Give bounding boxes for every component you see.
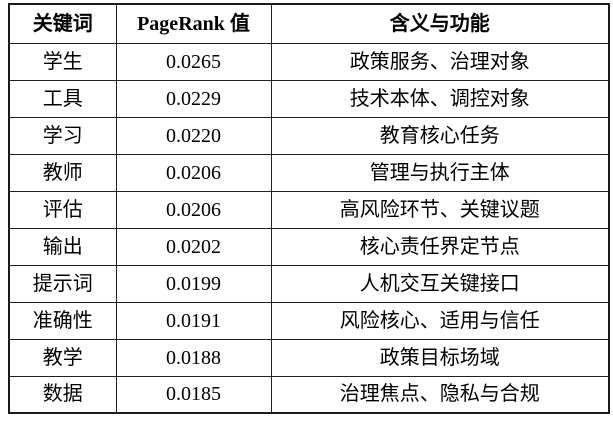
table-cell: 0.0188 [115,338,272,377]
table-header-row: 关键词 PageRank 值 含义与功能 [8,3,610,44]
table-cell: 工具 [8,79,117,118]
pagerank-table: 关键词 PageRank 值 含义与功能 学生 0.0265 政策服务、治理对象 工具… [8,3,610,414]
header-meaning-function: 含义与功能 [270,3,610,44]
table-cell: 人机交互关键接口 [270,264,610,303]
table-cell: 评估 [8,190,117,229]
table-row: 评估 0.0206 高风险环节、关键议题 [8,190,610,229]
table-cell: 教育核心任务 [270,116,610,155]
table-cell: 高风险环节、关键议题 [270,190,610,229]
table-row: 工具 0.0229 技术本体、调控对象 [8,79,610,118]
table-cell: 学生 [8,42,117,81]
table-cell: 核心责任界定节点 [270,227,610,266]
table-cell: 0.0206 [115,153,272,192]
table-cell: 0.0229 [115,79,272,118]
header-keyword: 关键词 [8,3,117,44]
table-row: 学习 0.0220 教育核心任务 [8,116,610,155]
table-cell: 0.0191 [115,301,272,340]
table-cell: 政策目标场域 [270,338,610,377]
table-cell: 提示词 [8,264,117,303]
table-row: 学生 0.0265 政策服务、治理对象 [8,42,610,81]
table-cell: 治理焦点、隐私与合规 [270,375,610,414]
table-cell: 0.0265 [115,42,272,81]
table-row: 数据 0.0185 治理焦点、隐私与合规 [8,375,610,414]
table-cell: 管理与执行主体 [270,153,610,192]
table-cell: 0.0199 [115,264,272,303]
table-cell: 输出 [8,227,117,266]
table-cell: 政策服务、治理对象 [270,42,610,81]
table-body: 学生 0.0265 政策服务、治理对象 工具 0.0229 技术本体、调控对象 学习 0.02… [8,42,610,414]
table-cell: 风险核心、适用与信任 [270,301,610,340]
table-cell: 教师 [8,153,117,192]
table-cell: 教学 [8,338,117,377]
header-pagerank-value: PageRank 值 [115,3,272,44]
table-row: 准确性 0.0191 风险核心、适用与信任 [8,301,610,340]
table-cell: 数据 [8,375,117,414]
table-cell: 0.0206 [115,190,272,229]
table-row: 教师 0.0206 管理与执行主体 [8,153,610,192]
table-cell: 0.0185 [115,375,272,414]
table-row: 教学 0.0188 政策目标场域 [8,338,610,377]
table-cell: 技术本体、调控对象 [270,79,610,118]
table-row: 提示词 0.0199 人机交互关键接口 [8,264,610,303]
table-cell: 学习 [8,116,117,155]
table-cell: 0.0202 [115,227,272,266]
table-cell: 准确性 [8,301,117,340]
table-row: 输出 0.0202 核心责任界定节点 [8,227,610,266]
table-cell: 0.0220 [115,116,272,155]
